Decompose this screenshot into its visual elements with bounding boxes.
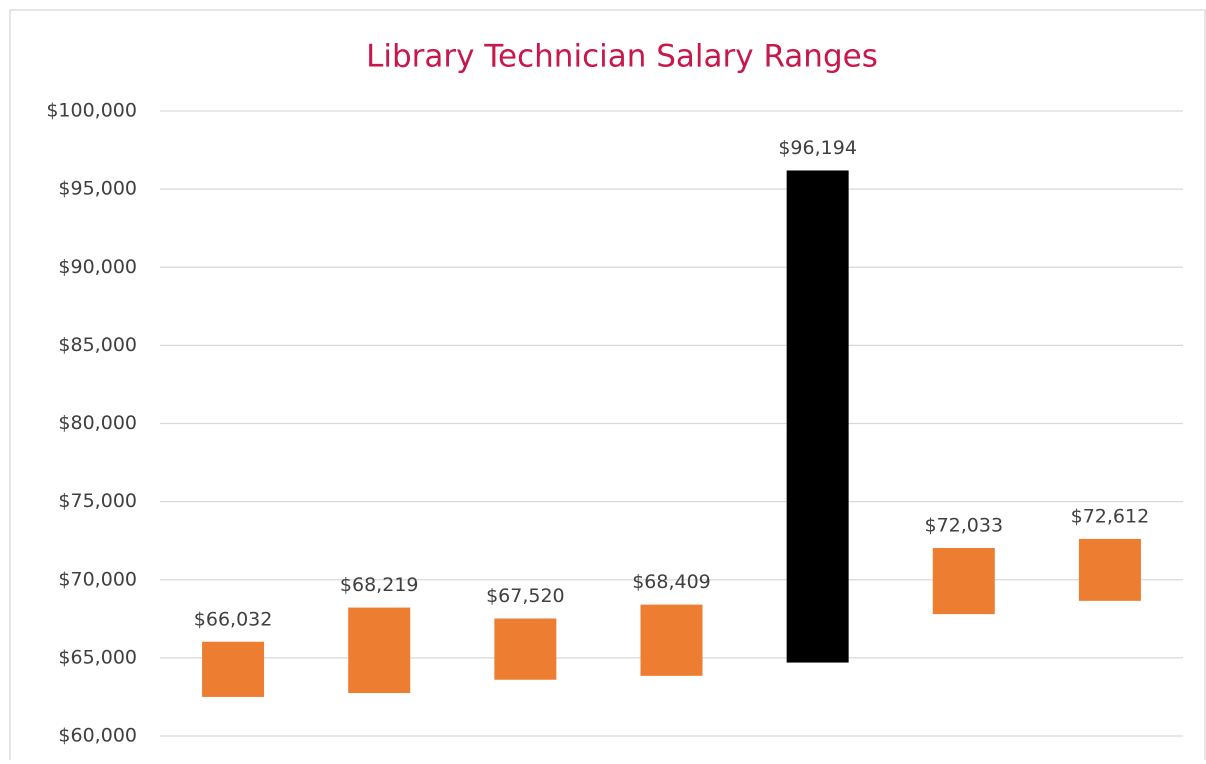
bar	[494, 618, 557, 680]
data-label: $67,520	[486, 585, 565, 607]
y-tick-label: $95,000	[58, 178, 137, 200]
y-tick-label: $75,000	[58, 490, 137, 512]
chart-border	[9, 9, 1206, 764]
data-label: $68,409	[632, 571, 711, 593]
y-tick-label: $65,000	[58, 646, 137, 668]
y-tick-label: $70,000	[58, 568, 137, 590]
data-label: $96,194	[778, 137, 857, 159]
bar	[348, 607, 411, 694]
data-label: $72,033	[924, 514, 1003, 536]
data-label: $72,612	[1071, 505, 1150, 527]
bar	[640, 604, 703, 676]
y-tick-label: $100,000	[46, 100, 137, 122]
bar	[202, 641, 265, 697]
y-tick-label: $85,000	[58, 334, 137, 356]
data-label: $66,032	[194, 608, 273, 630]
bar	[1078, 538, 1141, 601]
y-tick-label: $90,000	[58, 256, 137, 278]
y-tick-label: $60,000	[58, 725, 137, 747]
chart-title: Library Technician Salary Ranges	[366, 39, 878, 75]
bar	[786, 170, 849, 663]
data-label: $68,219	[340, 574, 419, 596]
y-tick-label: $80,000	[58, 412, 137, 434]
bar	[932, 547, 995, 615]
